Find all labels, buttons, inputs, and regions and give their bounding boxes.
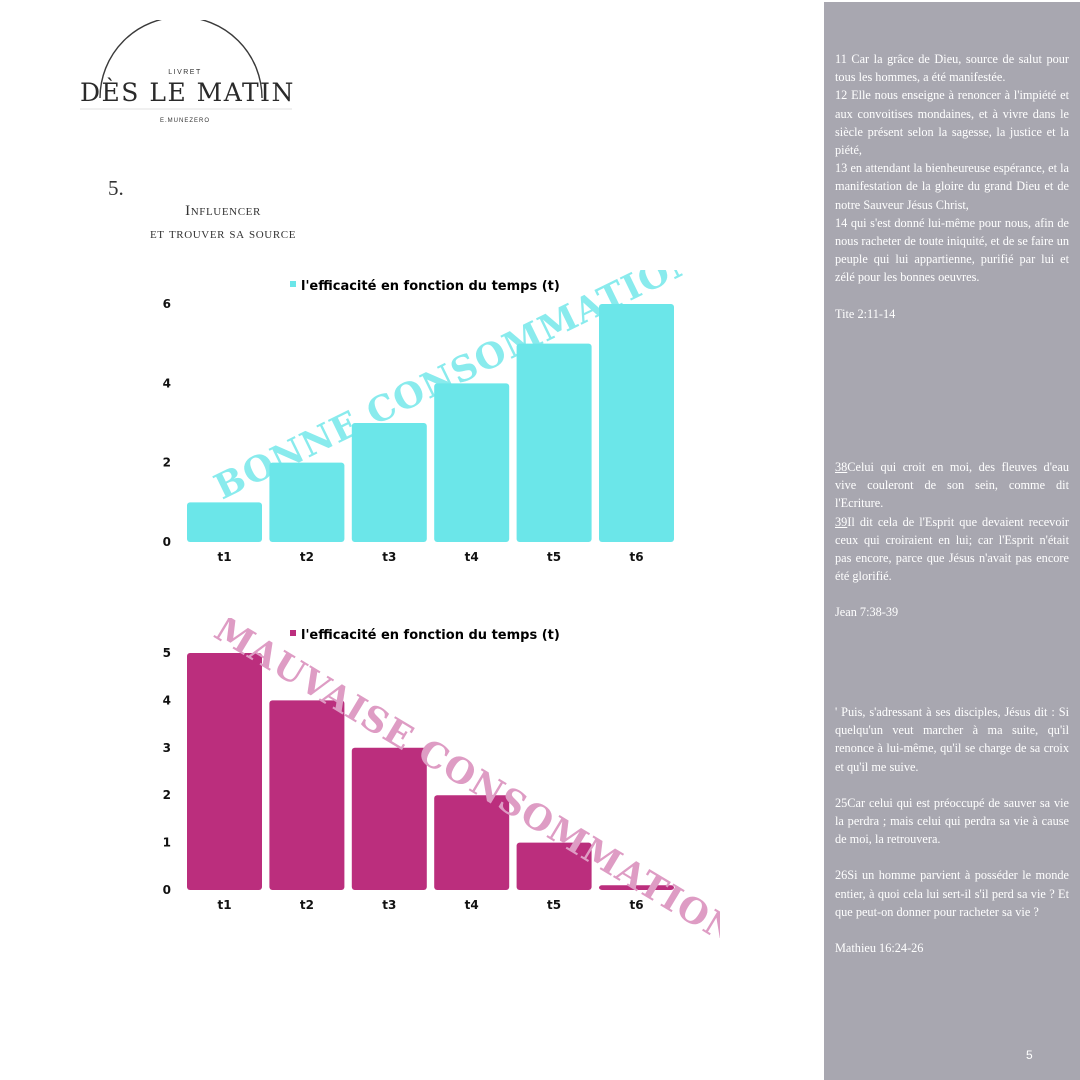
chart-good-consumption: BONNE CONSOMMATION l'efficacité en fonct… [163,270,707,564]
x-tick-label: t4 [465,550,479,564]
chart-bar [516,343,592,542]
verses-block-tite: 11 Car la grâce de Dieu, source de salut… [835,50,1069,323]
verse-text: Celui qui croit en moi, des fleuves d'ea… [835,460,1069,511]
chart-bar [269,462,345,542]
chart-bar [351,423,427,542]
x-tick-label: t3 [382,898,396,912]
y-tick-label: 4 [163,693,171,707]
chart-bar [269,700,345,890]
chart-bar [434,795,510,890]
y-tick-label: 1 [163,836,171,850]
chart-legend: l'efficacité en fonction du temps (t) [290,279,560,294]
verse: 39Il dit cela de l'Esprit que devaient r… [835,513,1069,586]
y-tick-label: 6 [163,297,171,311]
y-tick-label: 3 [163,741,171,755]
section-title: Influencer et trouver sa source [110,200,336,246]
verse-number-link[interactable]: 38 [835,460,848,474]
verse: 38Celui qui croit en moi, des fleuves d'… [835,458,1069,513]
verse: 25Car celui qui est préoccupé de sauver … [835,795,1069,847]
x-tick-label: t4 [465,898,479,912]
legend-swatch [290,281,296,287]
y-tick-label: 4 [163,376,171,390]
chart-bad-consumption: l'efficacité en fonction du temps (t) 0 1… [163,618,720,938]
verse: 12 Elle nous enseigne à renoncer à l'imp… [835,88,1069,158]
logo: LIVRET DÈS LE MATIN E.MUNEZERO [80,20,295,130]
legend-label: l'efficacité en fonction du temps (t) [301,279,560,294]
x-tick-label: t5 [547,550,561,564]
verse: 26Si un homme parvient à posséder le mon… [835,868,1069,919]
x-tick-label: t3 [382,550,396,564]
verse-reference: Tite 2:11-14 [835,306,896,321]
chart-legend: l'efficacité en fonction du temps (t) [290,628,560,643]
verse: 14 qui s'est donné lui-même pour nous, a… [835,215,1069,285]
y-tick-label: 2 [163,456,171,470]
verses-block-jean: 38Celui qui croit en moi, des fleuves d'… [835,458,1069,622]
x-tick-label: t5 [547,898,561,912]
chart-bar [351,747,427,890]
verse-reference: Mathieu 16:24-26 [835,941,924,956]
chart-bar [187,502,262,542]
x-tick-label: t1 [217,550,231,564]
chart-bar [599,304,674,542]
chart-bar [434,383,510,542]
legend-swatch [290,630,296,636]
logo-small-label: LIVRET [168,69,202,76]
chart-bar [516,842,592,890]
verse: ' Puis, s'adressant à ses disciples, Jés… [835,705,1069,774]
logo-author: E.MUNEZERO [159,118,210,124]
verses-block-mathieu: ' Puis, s'adressant à ses disciples, Jés… [835,703,1069,957]
verse: 11 Car la grâce de Dieu, source de salut… [835,52,1069,85]
y-tick-label: 0 [163,535,171,549]
x-tick-label: t6 [629,550,643,564]
x-tick-label: t2 [300,898,314,912]
logo-arc [80,20,292,110]
y-tick-label: 0 [163,883,171,897]
x-tick-label: t2 [300,550,314,564]
chart-bar [187,653,262,890]
legend-label: l'efficacité en fonction du temps (t) [301,628,560,643]
x-tick-label: t6 [629,898,643,912]
x-tick-label: t1 [217,898,231,912]
verses-panel: 11 Car la grâce de Dieu, source de salut… [824,2,1080,1080]
section-title-line1: Influencer [185,203,261,219]
section-title-line2: et trouver sa source [149,226,297,242]
chart-bar [599,885,674,890]
verse-text: Il dit cela de l'Esprit que devaient rec… [835,514,1069,584]
logo-title: DÈS LE MATIN [80,78,295,107]
verse: 13 en attendant la bienheureuse espéranc… [835,161,1069,212]
y-tick-label: 2 [163,788,171,802]
y-tick-label: 5 [163,646,171,660]
verse-number-link[interactable]: 39 [835,514,848,529]
verse-reference: Jean 7:38-39 [835,605,899,620]
page-number: 5 [1026,1048,1033,1062]
section-number: 5. [108,176,124,200]
